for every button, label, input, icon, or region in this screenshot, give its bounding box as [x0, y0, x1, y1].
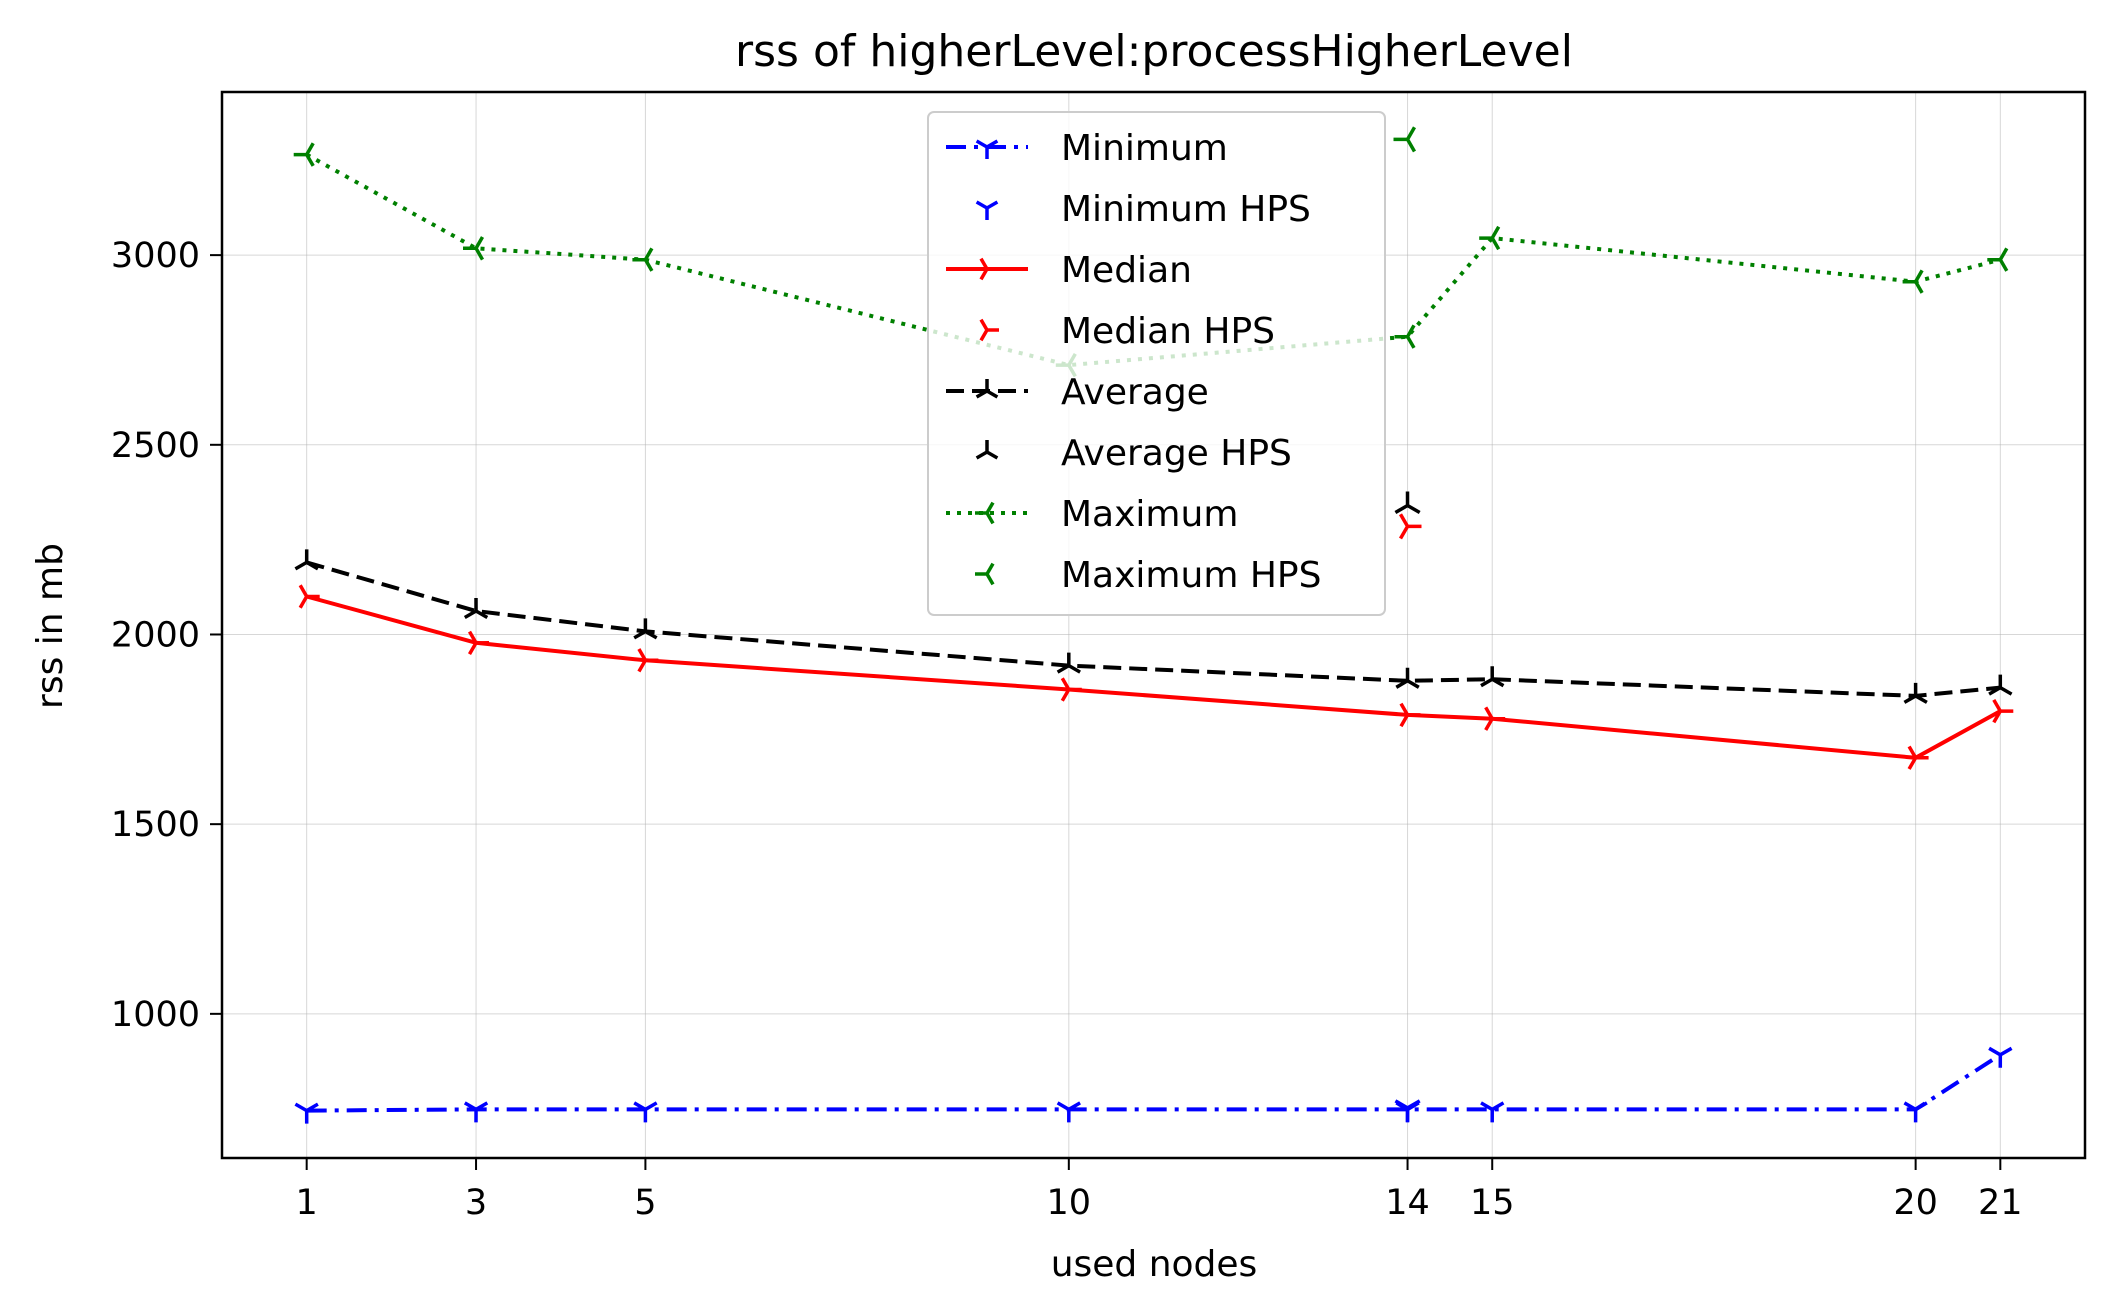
minimum-data-point [463, 1101, 489, 1123]
median-data-point [1907, 745, 1929, 770]
median-series-line [306, 594, 2002, 760]
average-data-point [1480, 666, 1505, 688]
minimum-data-point [1903, 1101, 1928, 1123]
y-tick-label: 3000 [111, 236, 200, 276]
average-data-point [1395, 667, 1420, 689]
average-data-point [633, 618, 658, 640]
x-axis-label: used nodes [1051, 1244, 1258, 1285]
legend-label-median: Median [1061, 250, 1192, 291]
legend: Minimum Minimum HPS Median Median HPS Averag… [927, 111, 1386, 616]
minimum-data-point [294, 1102, 319, 1124]
average-hps-point [1394, 491, 1421, 515]
x-tick-label: 20 [1893, 1183, 1938, 1223]
legend-label-maximum: Maximum [1061, 494, 1238, 535]
legend-label-minimum-hps: Minimum HPS [1061, 189, 1311, 230]
x-tick-label: 10 [1047, 1183, 1092, 1223]
legend-marker-median-hps [979, 318, 999, 342]
median-data-point [298, 584, 320, 609]
average-series-line [306, 560, 2001, 698]
chart-title: rss of higherLevel:processHigherLevel [735, 26, 1573, 77]
minimum-series-line [306, 1053, 2002, 1113]
y-tick-label: 2500 [111, 426, 200, 466]
average-data-point [1988, 674, 2013, 696]
y-tick-label: 1500 [111, 805, 200, 845]
legend-marker-median [979, 257, 999, 281]
maximum-data-point [1987, 247, 2009, 272]
x-tick-label: 1 [296, 1183, 318, 1223]
axis-ticks: 1 3 5 10 14 15 20 21 1000 1500 2000 2500 3000 [111, 236, 2023, 1223]
median-data-point [1992, 699, 2014, 724]
average-data-point [294, 549, 319, 571]
legend-label-maximum-hps: Maximum HPS [1061, 555, 1321, 596]
maximum-data-point [1902, 269, 1924, 294]
x-tick-label: 3 [465, 1183, 487, 1223]
plot-area-frame [220, 90, 2087, 1160]
legend-marker-maximum-hps [975, 562, 995, 586]
median-data-point [467, 630, 490, 655]
minimum-data-point [1988, 1046, 2013, 1068]
x-tick-label: 5 [634, 1183, 656, 1223]
median-data-point [1484, 706, 1506, 731]
maximum-data-point [293, 142, 315, 167]
median-hps-point [1398, 513, 1422, 540]
legend-marker-minimum [975, 139, 999, 159]
average-data-point [1056, 652, 1081, 674]
legend-label-average: Average [1061, 372, 1209, 413]
median-data-point [1399, 702, 1421, 728]
legend-label-minimum: Minimum [1061, 128, 1228, 169]
minimum-hps-point [1394, 1099, 1421, 1122]
maximum-data-point [632, 247, 654, 272]
y-tick-label: 1000 [111, 995, 200, 1035]
minimum-data-point [633, 1101, 658, 1123]
average-data-point [1903, 682, 1928, 704]
median-data-point [1060, 677, 1082, 702]
legend-marker-average [975, 379, 999, 399]
y-tick-label: 2000 [111, 615, 200, 655]
x-tick-label: 21 [1978, 1183, 2023, 1223]
maximum-hps-point [1393, 126, 1417, 153]
y-axis-label: rss in mb [30, 543, 71, 709]
maximum-data-point [1394, 324, 1416, 349]
maximum-data-point [1479, 225, 1501, 251]
x-tick-label: 14 [1385, 1183, 1430, 1223]
x-tick-label: 15 [1470, 1183, 1515, 1223]
median-data-point [637, 648, 659, 673]
minimum-data-point [1480, 1101, 1505, 1123]
maximum-data-point [462, 236, 485, 261]
legend-label-median-hps: Median HPS [1061, 311, 1275, 352]
legend-label-average-hps: Average HPS [1061, 433, 1292, 474]
legend-box [927, 111, 1386, 616]
average-data-point [463, 597, 489, 620]
legend-marker-minimum-hps [975, 200, 999, 220]
minimum-data-point [1056, 1101, 1081, 1123]
hps-points [1393, 126, 1422, 1122]
legend-marker-maximum [975, 501, 995, 525]
legend-marker-average-hps [975, 440, 999, 460]
